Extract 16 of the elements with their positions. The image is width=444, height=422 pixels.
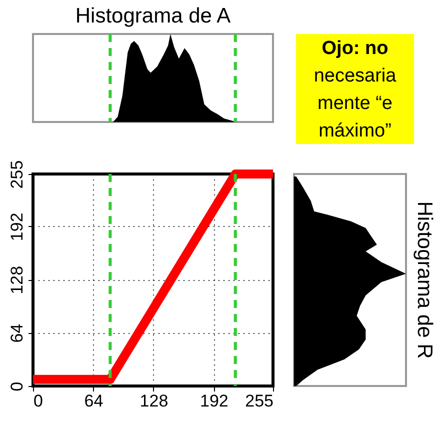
x-tick-label: 128 — [140, 392, 168, 410]
chart-title: Histograma de A — [75, 4, 231, 28]
y-tick-label: 255 — [8, 160, 26, 189]
y-tick-label: 64 — [8, 324, 26, 343]
x-tick-label: 192 — [200, 392, 228, 410]
text: mente “e — [318, 92, 392, 114]
text: máximo” — [318, 120, 392, 142]
text: Histograma de R — [413, 201, 436, 359]
x-tick-label: 64 — [84, 392, 104, 410]
text: necesaria — [314, 65, 397, 86]
text: Ojo: no — [322, 38, 388, 59]
y-tick-label: 0 — [8, 382, 26, 392]
y-tick-label: 128 — [8, 266, 26, 294]
y-tick-label: 192 — [8, 212, 26, 242]
x-tick-label: 255 — [245, 392, 274, 410]
x-tick-label: 0 — [34, 392, 43, 410]
